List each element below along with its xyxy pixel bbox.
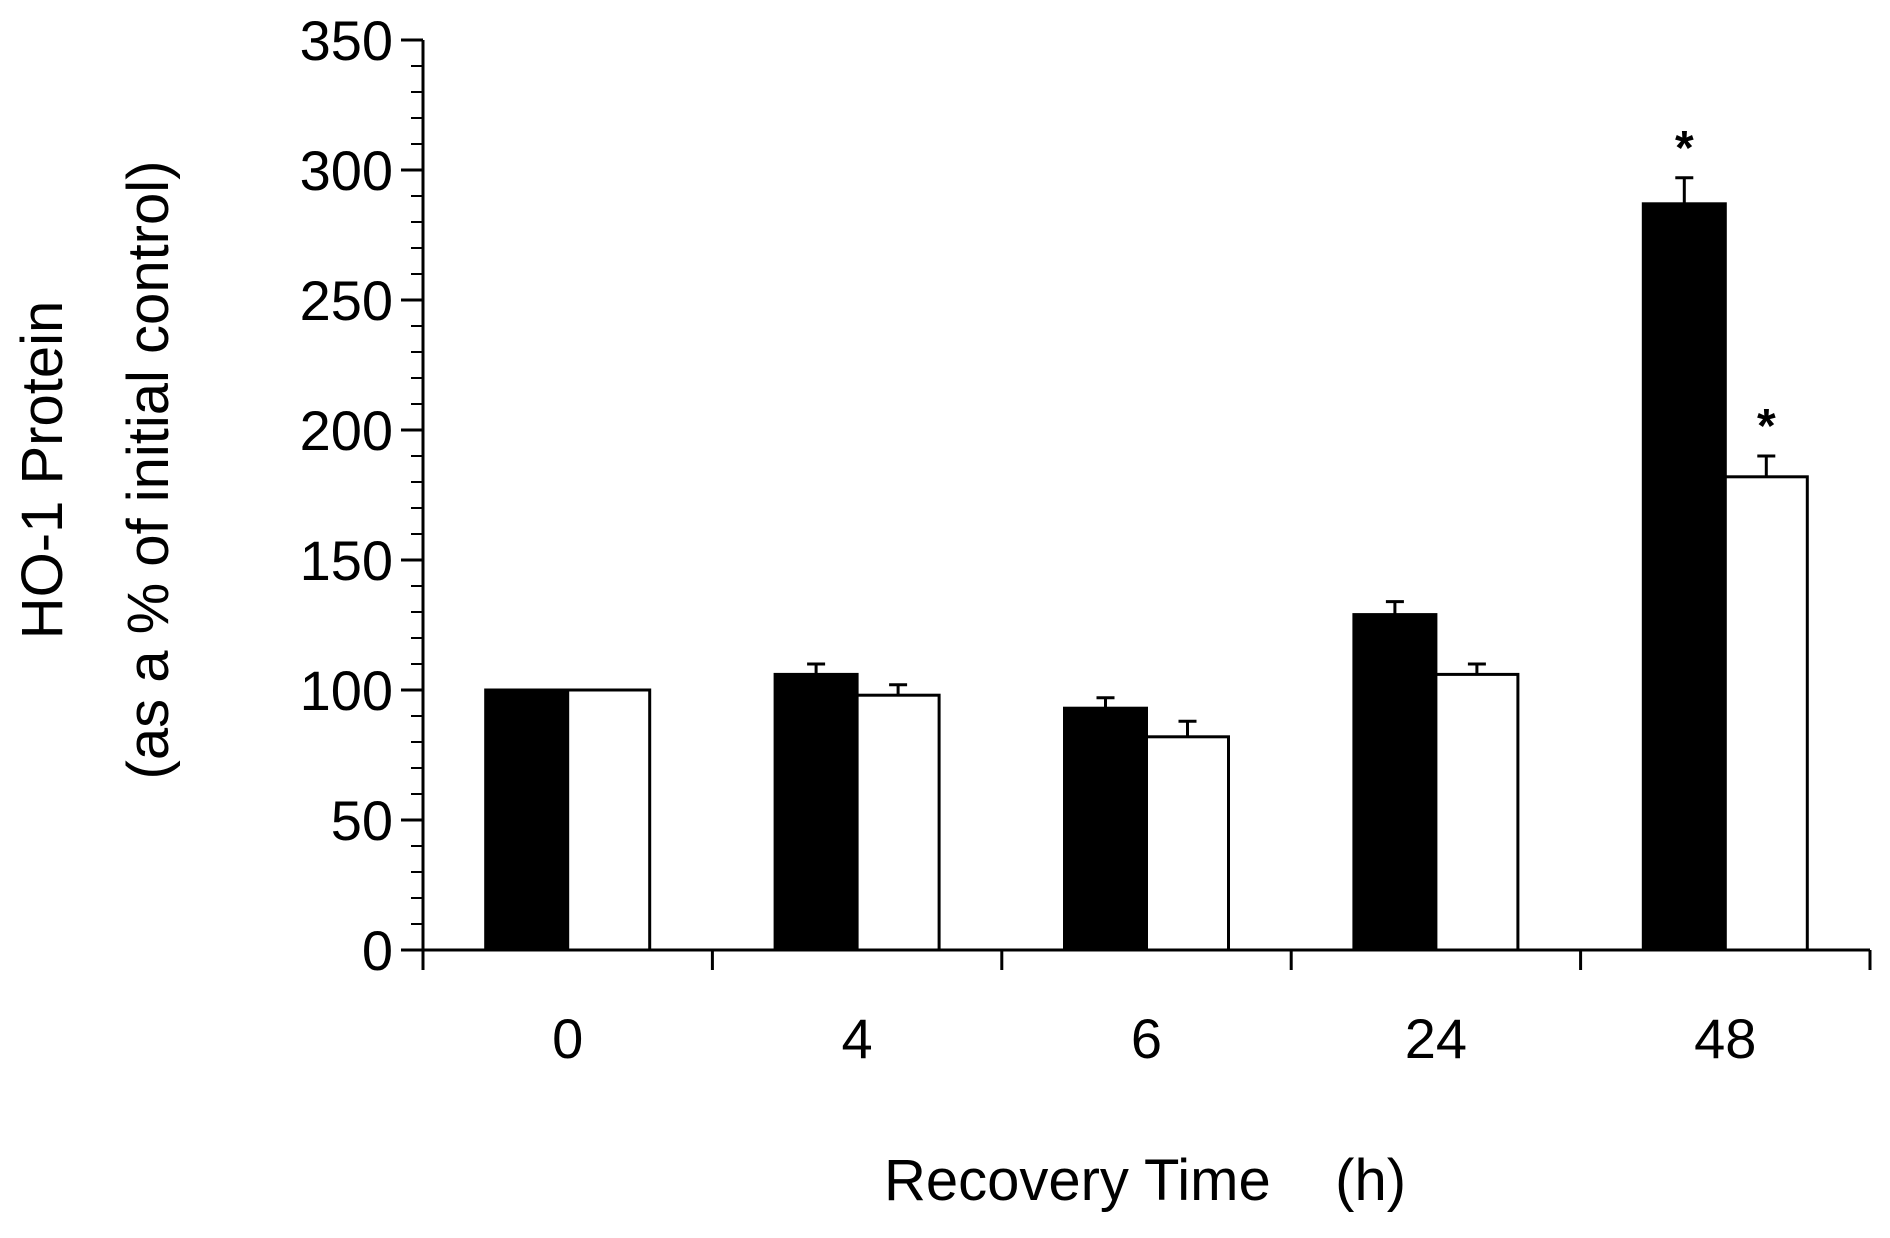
- x-axis: 0 4 6 24 48: [421, 948, 1872, 1070]
- y-tick-label: 0: [362, 919, 393, 982]
- significance-marker: *: [1757, 400, 1776, 453]
- bar-series-2: [1434, 672, 1520, 952]
- y-tick-label: 50: [331, 789, 393, 852]
- bars: [484, 202, 1809, 952]
- y-tick-label: 250: [300, 269, 393, 332]
- significance-marker: *: [1675, 122, 1694, 175]
- y-tick-label: 100: [300, 659, 393, 722]
- bar-series-2: [566, 688, 652, 952]
- x-tick-label: 48: [1694, 1007, 1756, 1070]
- x-tick-label: 0: [552, 1007, 583, 1070]
- bar-series-2: [1723, 475, 1809, 952]
- y-axis-subtitle: (as a % of initial control): [116, 161, 181, 780]
- x-axis-title: Recovery Time (h): [884, 1148, 1406, 1213]
- y-axis-title: HO-1 Protein: [10, 301, 75, 639]
- y-axis: 0 50 100 150 200 250 300 350: [300, 9, 425, 982]
- y-tick-label: 200: [300, 399, 393, 462]
- bar-series-1: [773, 672, 859, 952]
- bar-series-2: [855, 693, 941, 952]
- bar-series-1: [1352, 613, 1438, 952]
- bar-series-1: [484, 688, 570, 952]
- x-tick-label: 4: [842, 1007, 873, 1070]
- x-tick-label: 24: [1405, 1007, 1467, 1070]
- y-tick-label: 350: [300, 9, 393, 72]
- error-bars: [807, 176, 1776, 737]
- y-tick-label: 150: [300, 529, 393, 592]
- bar-series-1: [1641, 202, 1727, 952]
- y-tick-label: 300: [300, 139, 393, 202]
- annotations: **: [1675, 122, 1776, 453]
- bar-series-2: [1145, 735, 1230, 952]
- x-tick-label: 6: [1131, 1007, 1162, 1070]
- bar-series-1: [1063, 706, 1148, 952]
